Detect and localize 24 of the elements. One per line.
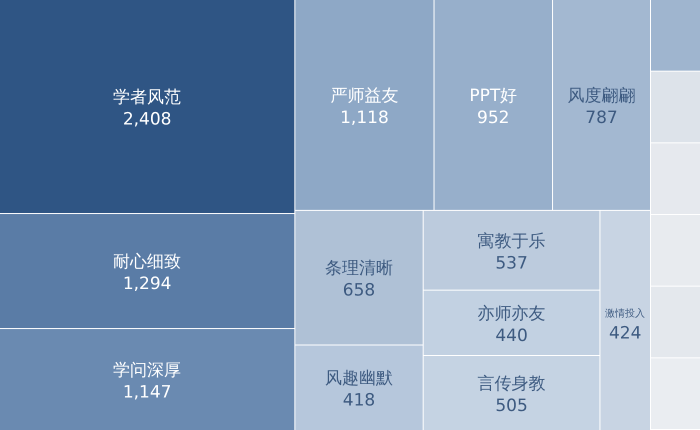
data-label: 505 <box>495 396 528 416</box>
category-label: 风趣幽默 <box>325 368 394 389</box>
category-label: 严师益友 <box>330 86 398 106</box>
category-label: 激情投入 <box>605 307 646 320</box>
data-label: 658 <box>342 280 376 301</box>
category-label: PPT好 <box>469 86 518 106</box>
data-label: 787 <box>585 108 618 128</box>
data-label: 1,147 <box>122 382 172 403</box>
data-label: 952 <box>477 108 510 128</box>
data-label: 2,408 <box>122 110 172 130</box>
category-label: 亦师亦友 <box>478 304 546 324</box>
category-label: 条理清晰 <box>325 258 394 279</box>
data-label: 440 <box>495 326 528 346</box>
category-label: 言传身教 <box>478 374 546 394</box>
data-label: 1,294 <box>122 274 172 294</box>
category-label: 风度翩翩 <box>568 86 636 106</box>
category-label: 学者风范 <box>113 88 182 108</box>
data-label: 1,118 <box>340 108 389 128</box>
data-label: 424 <box>608 323 642 344</box>
category-label: 耐心细致 <box>113 252 182 272</box>
category-label: 寓教于乐 <box>478 231 546 252</box>
data-label: 418 <box>342 390 376 411</box>
category-label: 学问深厚 <box>113 360 182 381</box>
data-label: 537 <box>495 253 528 274</box>
